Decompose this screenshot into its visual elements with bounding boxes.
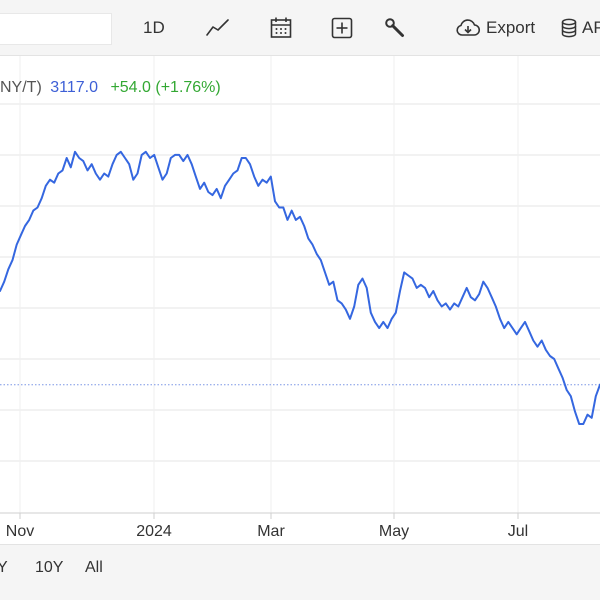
x-tick-label: 2024 (136, 523, 172, 540)
plus-square-icon (331, 17, 353, 39)
export-label: Export (486, 18, 536, 37)
date-range-button[interactable] (269, 14, 293, 42)
x-tick-label: Nov (6, 523, 34, 540)
calendar-icon (270, 17, 292, 38)
wrench-icon (385, 18, 404, 37)
chart-toolbar: 1D Exp (0, 0, 600, 56)
add-indicator-button[interactable] (331, 14, 353, 42)
x-tick-label: May (379, 523, 409, 540)
vertical-gridlines (19, 56, 519, 513)
chart-type-button[interactable] (206, 14, 230, 42)
period-selector-button[interactable]: 1D (143, 14, 165, 42)
x-tick-label: Jul (508, 523, 528, 540)
cloud-download-icon (456, 19, 481, 36)
settings-button[interactable] (384, 14, 406, 42)
price-line[interactable] (0, 150, 600, 425)
x-axis-ticks: Nov 2024 Mar May Jul (6, 513, 528, 540)
line-chart-icon (206, 19, 229, 36)
api-button[interactable]: AP (561, 14, 600, 42)
symbol-search-input[interactable] (0, 13, 112, 45)
period-label: 1D (143, 18, 165, 37)
range-button-10y[interactable]: 10Y (35, 559, 64, 576)
range-button-5y[interactable]: Y (0, 559, 8, 576)
x-tick-label: Mar (257, 523, 285, 540)
range-button-all[interactable]: All (85, 559, 103, 576)
export-button[interactable]: Export (455, 14, 535, 42)
price-change: +54.0 (+1.76%) (110, 79, 221, 96)
database-icon (561, 18, 577, 38)
horizontal-gridlines (0, 103, 600, 462)
symbol-label: NY/T) (0, 79, 42, 96)
range-selector-bar: Y 10Y All (0, 544, 600, 600)
api-label: AP (582, 18, 600, 37)
last-price: 3117.0 (50, 79, 98, 96)
quote-summary: NY/T) 3117.0 +54.0 (+1.76%) (0, 79, 221, 97)
